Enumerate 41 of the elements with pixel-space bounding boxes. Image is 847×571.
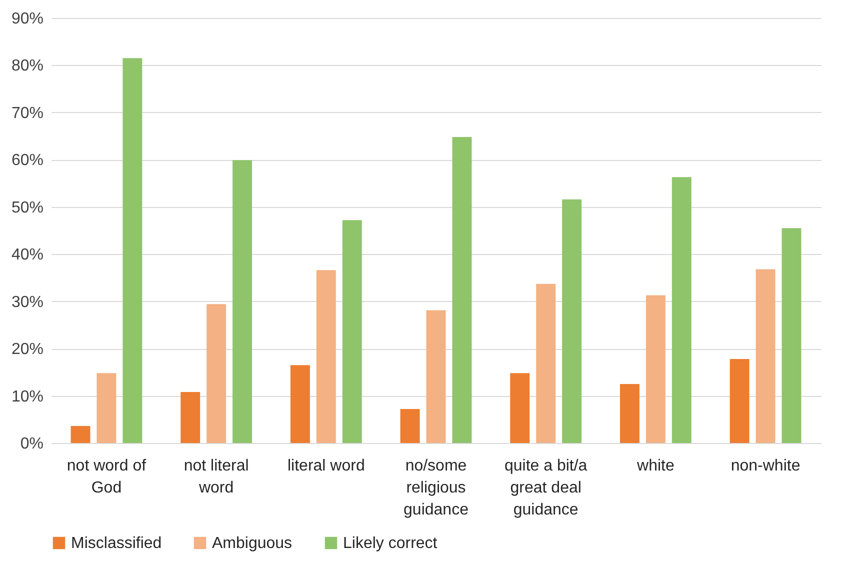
x-tick-label: non-white (730, 458, 800, 474)
bar (452, 137, 472, 443)
bar (400, 409, 420, 443)
bar (620, 384, 640, 443)
bar (536, 284, 556, 443)
bar (232, 160, 252, 443)
legend-label: Ambiguous (212, 535, 292, 552)
y-tick-label: 40% (11, 246, 44, 264)
y-tick-label: 20% (11, 341, 44, 358)
y-tick-label: 80% (11, 58, 44, 75)
x-tick-label: not word of God (66, 458, 147, 496)
y-tick-label: 50% (11, 199, 44, 216)
x-tick-label: white (636, 458, 674, 474)
bar (730, 358, 750, 443)
bar (426, 310, 446, 443)
bar (122, 58, 142, 443)
y-tick-label: 60% (11, 152, 44, 170)
bar (510, 373, 530, 443)
x-tick-label: quite a bit/a great deal guidance (504, 458, 588, 518)
bar (646, 295, 666, 443)
y-tick-label: 90% (11, 10, 44, 28)
y-tick-label: 70% (11, 104, 44, 122)
bar (782, 228, 802, 443)
x-tick-label: literal word (287, 458, 365, 474)
legend-label: Likely correct (343, 535, 438, 552)
bar (96, 373, 116, 443)
y-tick-label: 30% (11, 294, 44, 311)
bar (342, 220, 362, 443)
bar (562, 199, 582, 443)
x-tick-label: not literal word (184, 458, 249, 496)
bar (316, 270, 336, 443)
bar (672, 177, 692, 443)
bar (180, 392, 200, 443)
legend-label: Misclassified (71, 535, 162, 552)
y-tick-label: 0% (20, 436, 44, 452)
bar (206, 304, 226, 443)
y-tick-label: 10% (11, 388, 44, 406)
bar (290, 365, 310, 443)
bar (70, 426, 90, 443)
bar (756, 269, 776, 443)
x-tick-label: no/some religious guidance (404, 458, 469, 518)
